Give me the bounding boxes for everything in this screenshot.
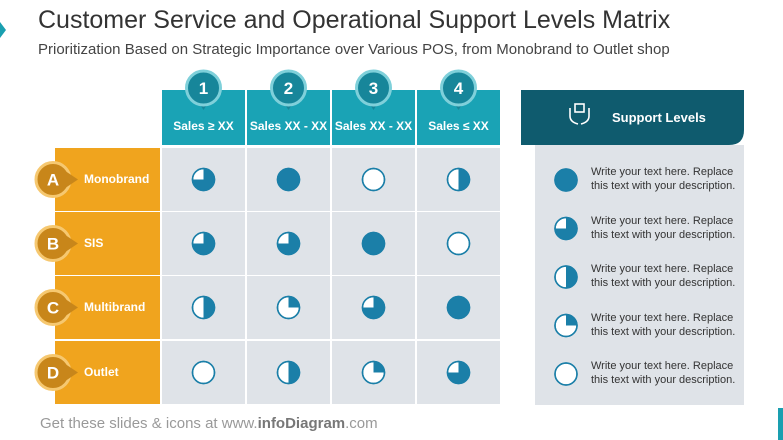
number-badge (440, 69, 477, 107)
number-badge (270, 69, 307, 107)
harvey-ball (277, 232, 300, 255)
harvey-ball-rim (361, 231, 386, 256)
harvey-ball-rim (361, 360, 386, 385)
harvey-ball-rim (191, 295, 216, 320)
harvey-ball (447, 296, 470, 319)
column-number: 2 (284, 79, 293, 98)
harvey-ball (373, 361, 385, 373)
column-label: Sales ≥ XX (173, 119, 234, 133)
harvey-ball-rim (446, 167, 471, 192)
harvey-ball (203, 296, 215, 319)
legend-title: Support Levels (612, 110, 706, 125)
legend-text: Write your text here. Replace this text … (591, 166, 736, 192)
harvey-ball (362, 296, 385, 319)
harvey-ball-rim (276, 231, 301, 256)
harvey-ball-rim (191, 360, 216, 385)
legend-text: Write your text here. Replace this text … (591, 311, 736, 338)
harvey-ball (555, 217, 577, 240)
legend-text: Write your text here. Replace this text … (591, 263, 736, 289)
harvey-ball-rim (554, 216, 578, 241)
row-label: SIS (84, 235, 104, 250)
row-letter: A (47, 171, 59, 190)
footer-text: Get these slides & icons at www. (40, 415, 258, 432)
harvey-ball-rim (554, 362, 578, 386)
harvey-ball (192, 232, 215, 255)
harvey-ball-rim (276, 295, 301, 320)
row-letter: D (47, 364, 59, 383)
subtitle: Prioritization Based on Strategic Import… (38, 41, 670, 58)
harvey-ball-rim (276, 360, 301, 385)
row-letter: C (47, 299, 59, 318)
harvey-ball-rim (554, 313, 578, 338)
support-icon (569, 103, 590, 125)
harvey-ball (447, 361, 470, 384)
edge-mark (0, 22, 6, 38)
badge-pointer (66, 171, 78, 188)
row-letter: B (47, 235, 59, 254)
harvey-ball-rim (446, 231, 471, 256)
column-number: 4 (454, 79, 464, 98)
badge-pointer (66, 364, 78, 381)
harvey-ball-rim (446, 295, 471, 320)
badge-pointer (66, 299, 78, 316)
harvey-ball-rim (361, 167, 386, 192)
harvey-ball (192, 168, 215, 191)
harvey-ball (566, 266, 577, 288)
harvey-ball (288, 361, 300, 384)
harvey-ball (277, 168, 300, 191)
harvey-ball (458, 168, 470, 191)
row-label: Multibrand (84, 299, 146, 314)
harvey-ball-rim (276, 167, 301, 192)
column-label: Sales ≤ XX (428, 119, 489, 133)
footer-text: .com (345, 415, 378, 432)
harvey-ball (555, 169, 577, 191)
harvey-ball (566, 314, 577, 326)
number-badge (185, 69, 222, 107)
title: Customer Service and Operational Support… (38, 6, 671, 34)
column-number: 1 (199, 79, 208, 98)
harvey-ball (362, 232, 385, 255)
footer-brand: infoDiagram (257, 415, 346, 432)
column-label: Sales XX - XX (334, 119, 413, 133)
harvey-ball-rim (554, 265, 578, 289)
edge-bar (778, 408, 783, 440)
column-number: 3 (369, 79, 378, 98)
harvey-ball-rim (554, 168, 578, 192)
harvey-ball-rim (191, 167, 216, 192)
harvey-ball-rim (446, 360, 471, 385)
badge-pointer (66, 235, 78, 252)
footer: Get these slides & icons at www.infoDiag… (40, 415, 378, 432)
legend-text: Write your text here. Replace this text … (591, 214, 736, 241)
row-label: Monobrand (84, 171, 150, 186)
harvey-ball (288, 296, 300, 308)
row-label: Outlet (84, 364, 119, 379)
harvey-ball-rim (191, 231, 216, 256)
legend-text: Write your text here. Replace this text … (591, 360, 736, 386)
harvey-ball-rim (361, 295, 386, 320)
column-label: Sales XX - XX (249, 119, 328, 133)
number-badge (355, 69, 392, 107)
